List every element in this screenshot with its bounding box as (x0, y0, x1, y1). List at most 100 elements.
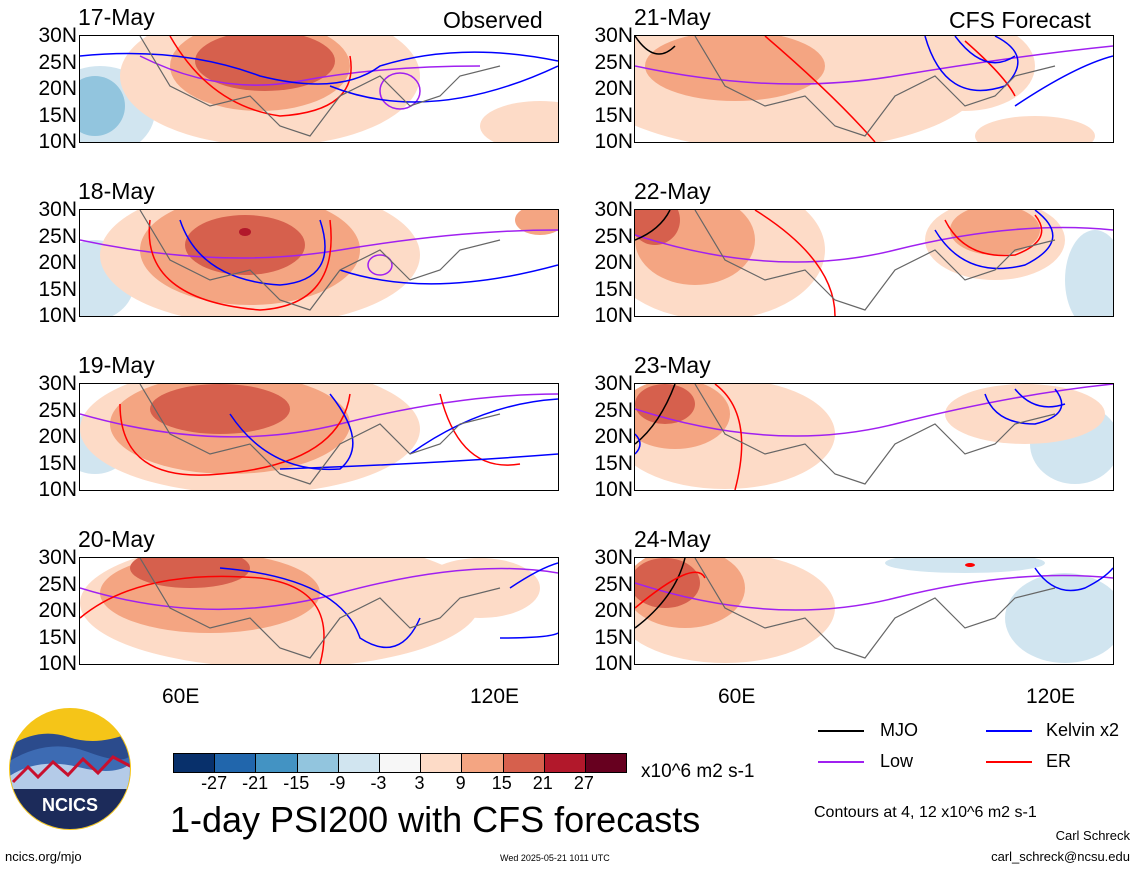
panel-date-5: 21-May (634, 4, 711, 30)
lat-label: 10N (594, 130, 633, 153)
lat-label: 30N (594, 546, 633, 569)
colorbar-swatch (338, 754, 380, 772)
colorbar-tick-label: 9 (455, 773, 466, 793)
panel-date-1: 17-May (78, 4, 155, 30)
figure-title: 1-day PSI200 with CFS forecasts (170, 799, 701, 840)
panel-date-7: 23-May (634, 352, 711, 378)
colorbar-tick-label: -21 (242, 773, 269, 793)
colorbar-tick-label: 3 (414, 773, 425, 793)
map-panel-22-may (634, 209, 1114, 317)
colorbar-swatch (379, 754, 422, 772)
colorbar-tick-label: 27 (573, 773, 594, 793)
lon-label-120e-right: 120E (1026, 685, 1076, 708)
lon-label-120e-left: 120E (470, 685, 520, 708)
lat-label: 25N (38, 50, 77, 74)
legend-label-kelvin: Kelvin x2 (1046, 720, 1120, 740)
lat-label: 25N (38, 572, 77, 596)
legend-label-er: ER (1046, 751, 1072, 771)
lat-label: 30N (594, 372, 633, 395)
colorbar (173, 753, 627, 773)
lat-label: 15N (38, 103, 77, 127)
lat-label: 25N (38, 224, 77, 248)
map-panel-23-may (634, 383, 1114, 491)
lat-label: 10N (594, 478, 633, 501)
forecast-label: CFS Forecast (949, 7, 1091, 33)
colorbar-tick-label: -3 (370, 773, 387, 793)
map-panel-19-may (79, 383, 559, 491)
colorbar-swatch (462, 754, 504, 772)
lat-label: 30N (594, 198, 633, 221)
colorbar-swatch (297, 754, 339, 772)
lat-label: 25N (38, 398, 77, 422)
map-panel-17-may (79, 35, 559, 143)
lat-label: 30N (38, 198, 77, 221)
ncics-logo: NCICS (8, 707, 132, 831)
footer-url: ncics.org/mjo (5, 849, 82, 864)
map-panel-24-may (634, 557, 1114, 665)
lat-label: 10N (38, 478, 77, 501)
lat-label: 30N (38, 24, 77, 47)
panel-date-3: 19-May (78, 352, 155, 378)
map-panel-20-may (79, 557, 559, 665)
colorbar-swatch (585, 754, 627, 772)
colorbar-swatch (174, 754, 216, 772)
colorbar-swatch (256, 754, 298, 772)
lat-label: 20N (38, 599, 77, 622)
legend-label-mjo: MJO (880, 720, 918, 740)
colorbar-swatch (503, 754, 545, 772)
map-panel-21-may (634, 35, 1114, 143)
observed-label: Observed (443, 7, 543, 33)
lat-label: 30N (38, 372, 77, 395)
lat-label: 15N (594, 277, 633, 301)
lat-label: 20N (38, 77, 77, 100)
panel-date-6: 22-May (634, 178, 711, 204)
lat-label: 20N (38, 425, 77, 448)
footer-author: Carl Schreck (1055, 828, 1130, 843)
lat-label: 25N (594, 398, 633, 422)
map-panel-18-may (79, 209, 559, 317)
lat-label: 10N (38, 130, 77, 153)
lat-label: 15N (38, 451, 77, 475)
lat-label: 15N (594, 625, 633, 649)
lat-label: 10N (594, 304, 633, 327)
lat-label: 10N (38, 304, 77, 327)
colorbar-tick-label: 21 (532, 773, 553, 793)
footer-timestamp: Wed 2025-05-21 1011 UTC (500, 853, 610, 863)
lat-label: 25N (594, 50, 633, 74)
legend-line-kelvin (986, 730, 1032, 732)
legend-line-mjo (818, 730, 864, 732)
panel-date-8: 24-May (634, 526, 711, 552)
colorbar-tick-label: -9 (329, 773, 346, 793)
lat-label: 15N (38, 625, 77, 649)
panel-date-2: 18-May (78, 178, 155, 204)
logo-text: NCICS (42, 795, 98, 815)
lat-label: 15N (594, 451, 633, 475)
legend-line-low (818, 761, 864, 763)
lat-label: 20N (594, 425, 633, 448)
contours-note: Contours at 4, 12 x10^6 m2 s-1 (814, 804, 1037, 821)
lat-label: 30N (38, 546, 77, 569)
lat-label: 20N (594, 599, 633, 622)
lat-label: 30N (594, 24, 633, 47)
colorbar-units: x10^6 m2 s-1 (641, 761, 755, 782)
colorbar-swatch (544, 754, 586, 772)
lon-label-60e-left: 60E (162, 685, 200, 708)
lat-label: 25N (594, 572, 633, 596)
lon-label-60e-right: 60E (718, 685, 756, 708)
footer-email: carl_schreck@ncsu.edu (991, 849, 1130, 864)
legend-label-low: Low (880, 751, 914, 771)
lat-label: 25N (594, 224, 633, 248)
panel-date-4: 20-May (78, 526, 155, 552)
colorbar-tick-label: 15 (491, 773, 512, 793)
lat-label: 10N (594, 652, 633, 675)
legend-line-er (986, 761, 1032, 763)
colorbar-swatch (421, 754, 463, 772)
colorbar-tick-label: -15 (283, 773, 310, 793)
lat-label: 15N (38, 277, 77, 301)
lat-label: 10N (38, 652, 77, 675)
colorbar-swatch (215, 754, 257, 772)
lat-label: 15N (594, 103, 633, 127)
lat-label: 20N (38, 251, 77, 274)
colorbar-tick-label: -27 (201, 773, 228, 793)
lat-label: 20N (594, 251, 633, 274)
